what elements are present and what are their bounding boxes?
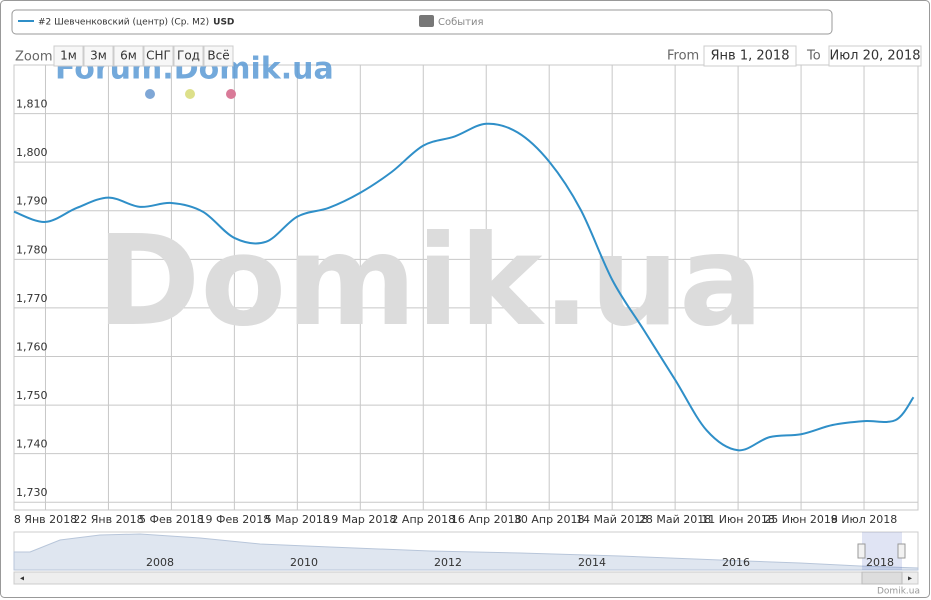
series-line bbox=[13, 122, 915, 452]
scroll-left[interactable]: ◂ bbox=[20, 574, 24, 583]
x-tick-label: 22 Янв 2018 bbox=[73, 513, 143, 526]
x-tick-label: 28 Май 2018 bbox=[639, 513, 711, 526]
zoom-button[interactable] bbox=[143, 45, 174, 67]
from-input[interactable] bbox=[703, 45, 797, 67]
zoom-button-label[interactable]: Год bbox=[177, 49, 200, 63]
scrollbar[interactable] bbox=[13, 571, 919, 585]
navigator-label: 2016 bbox=[722, 556, 750, 569]
background-layer bbox=[13, 64, 919, 511]
navigator-label: 2014 bbox=[578, 556, 606, 569]
x-tick-label: 11 Июн 2018 bbox=[701, 513, 775, 526]
x-tick-label: 19 Фев 2018 bbox=[199, 513, 271, 526]
y-tick-label: 1,770 bbox=[16, 292, 48, 305]
x-tick-label: 5 Мар 2018 bbox=[265, 513, 330, 526]
x-tick-label: 19 Мар 2018 bbox=[324, 513, 396, 526]
scroll-right[interactable]: ▸ bbox=[908, 574, 912, 583]
y-tick-label: 1,740 bbox=[16, 438, 48, 451]
zoom-button[interactable] bbox=[173, 45, 204, 67]
legend-entry[interactable]: #2 Шевченковский (центр) (Ср. М2) bbox=[38, 18, 209, 28]
x-tick-label: 8 Янв 2018 bbox=[14, 513, 77, 526]
scrollbar-thumb[interactable] bbox=[861, 571, 903, 585]
legend-unit: USD bbox=[213, 18, 234, 28]
x-tick-label: 14 Май 2018 bbox=[576, 513, 648, 526]
zoom-button-label[interactable]: 1м bbox=[60, 49, 77, 63]
navigator-label: 2008 bbox=[146, 556, 174, 569]
from-label: From bbox=[667, 49, 699, 64]
to-value: Июл 20, 2018 bbox=[830, 49, 921, 64]
x-tick-label: 2 Апр 2018 bbox=[391, 513, 455, 526]
events-swatch bbox=[419, 15, 434, 27]
navigator-label: 2018 bbox=[866, 556, 894, 569]
y-tick-label: 1,780 bbox=[16, 243, 48, 256]
navigator-handle[interactable] bbox=[897, 543, 906, 559]
plot-border bbox=[13, 64, 919, 511]
x-tick-label: 9 Июл 2018 bbox=[831, 513, 898, 526]
x-tick-label: 5 Фев 2018 bbox=[139, 513, 204, 526]
zoom-button[interactable] bbox=[203, 45, 234, 67]
zoom-button[interactable] bbox=[83, 45, 114, 67]
plot-layer: 1,730 1,740 1,750 1,760 1,770 1,780 1,790 1,800… bbox=[13, 98, 915, 526]
zoom-button[interactable] bbox=[53, 45, 84, 67]
y-tick-label: 1,800 bbox=[16, 146, 48, 159]
zoom-button-label[interactable]: 6м bbox=[120, 49, 137, 63]
navigator-window[interactable] bbox=[862, 532, 902, 570]
x-tick-label: 25 Июн 2018 bbox=[764, 513, 838, 526]
x-tick-label: 30 Апр 2018 bbox=[514, 513, 585, 526]
navigator-label: 2010 bbox=[290, 556, 318, 569]
zoom-button[interactable] bbox=[113, 45, 144, 67]
from-value: Янв 1, 2018 bbox=[711, 49, 790, 64]
zoom-button-label[interactable]: Всё bbox=[207, 49, 229, 63]
dot bbox=[145, 89, 155, 99]
y-tick-label: 1,730 bbox=[16, 486, 48, 499]
to-label: To bbox=[806, 49, 821, 64]
zoom-button-label[interactable]: 3м bbox=[90, 49, 107, 63]
credits[interactable]: Domik.ua bbox=[877, 587, 920, 597]
y-tick-label: 1,750 bbox=[16, 389, 48, 402]
y-tick-label: 1,760 bbox=[16, 340, 48, 353]
zoom-button-label[interactable]: СНГ bbox=[146, 49, 171, 63]
y-tick-label: 1,790 bbox=[16, 195, 48, 208]
navigator-handle[interactable] bbox=[857, 543, 866, 559]
navigator-area bbox=[13, 533, 919, 571]
dot bbox=[226, 89, 236, 99]
watermark: Domik.ua bbox=[97, 209, 764, 354]
dot bbox=[185, 89, 195, 99]
zoom-label: Zoom bbox=[15, 50, 52, 65]
legend-events[interactable]: События bbox=[438, 17, 484, 28]
navigator-label: 2012 bbox=[434, 556, 462, 569]
y-tick-label: 1,810 bbox=[16, 98, 48, 111]
x-tick-label: 16 Апр 2018 bbox=[451, 513, 522, 526]
to-input[interactable] bbox=[828, 45, 922, 67]
